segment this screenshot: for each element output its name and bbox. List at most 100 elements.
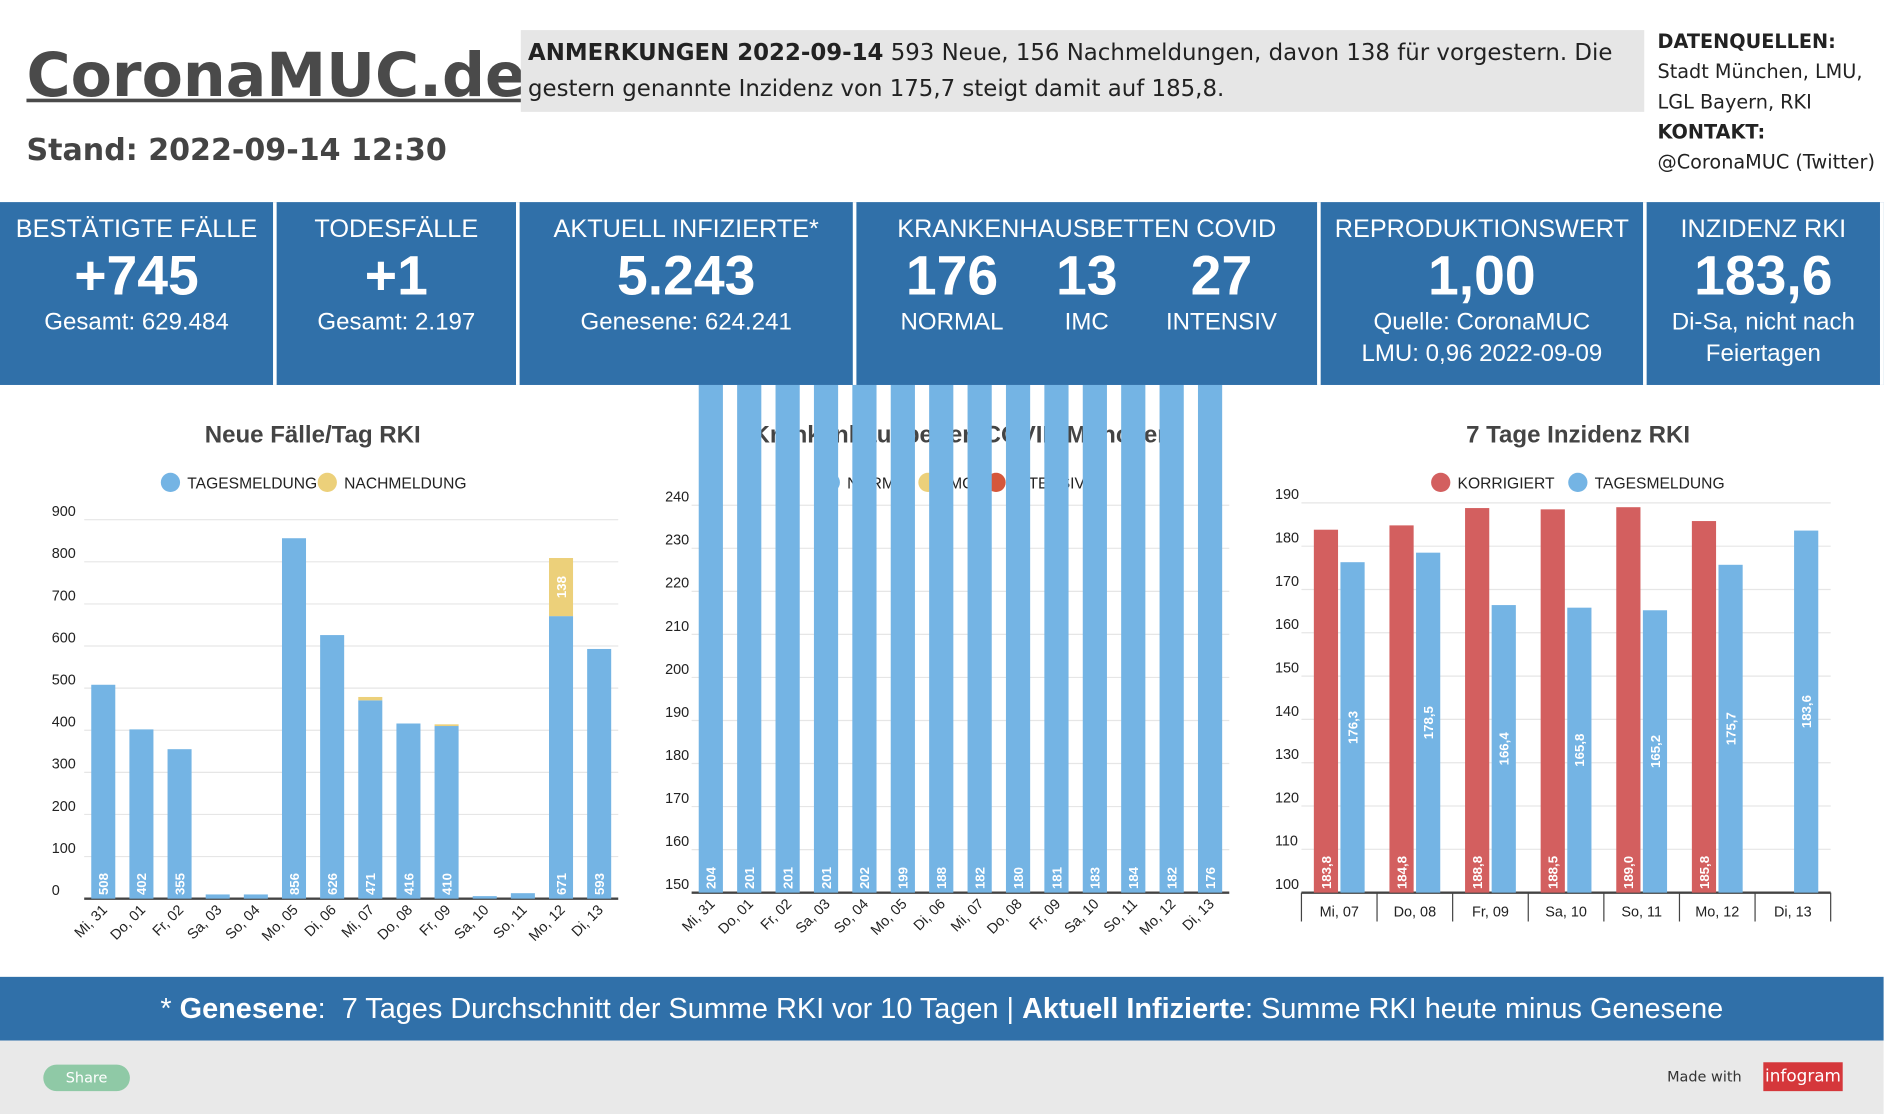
stat-box: BESTÄTIGTE FÄLLE +745 Gesamt: 629.484 bbox=[0, 202, 277, 385]
stat-columns: 176 NORMAL 13 IMC 27 INTENSIV bbox=[856, 244, 1317, 338]
y-tick-label: 170 bbox=[1275, 574, 1299, 590]
data-label: 355 bbox=[172, 873, 187, 895]
bar bbox=[813, 384, 839, 893]
y-tick-label: 180 bbox=[1275, 531, 1299, 547]
data-label: 471 bbox=[363, 873, 378, 895]
bar bbox=[1159, 384, 1184, 893]
data-label: 201 bbox=[780, 867, 795, 889]
x-tick-label: Di, 13 bbox=[1774, 905, 1812, 921]
bar bbox=[434, 724, 459, 727]
data-label: 402 bbox=[134, 873, 149, 895]
data-label: 204 bbox=[704, 866, 719, 889]
share-button[interactable]: Share bbox=[43, 1064, 130, 1092]
x-tick-label: Do, 08 bbox=[375, 902, 416, 943]
data-label: 181 bbox=[1049, 867, 1064, 889]
x-tick-label: Di, 13 bbox=[569, 902, 607, 940]
legend-marker bbox=[317, 472, 337, 493]
data-label: 199 bbox=[896, 867, 911, 889]
y-tick-label: 190 bbox=[1275, 487, 1299, 503]
stat-sub: NORMAL bbox=[900, 309, 1004, 336]
stat-label: BESTÄTIGTE FÄLLE bbox=[15, 215, 258, 244]
y-tick-label: 240 bbox=[665, 490, 689, 506]
stat-label: AKTUELL INFIZIERTE* bbox=[553, 215, 819, 244]
legend-marker bbox=[1568, 472, 1588, 493]
bar bbox=[91, 684, 116, 899]
x-tick-label: So, 11 bbox=[1101, 896, 1141, 936]
bar bbox=[1616, 507, 1641, 893]
y-tick-label: 100 bbox=[1275, 877, 1299, 893]
stat-column: 13 IMC bbox=[1019, 244, 1154, 338]
data-label: 175,7 bbox=[1723, 712, 1738, 745]
stat-sub: IMC bbox=[1064, 309, 1109, 336]
x-tick-label: Do, 01 bbox=[108, 902, 149, 943]
stat-box: TODESFÄLLE +1 Gesamt: 2.197 bbox=[277, 202, 520, 385]
x-tick-label: So, 04 bbox=[223, 902, 264, 943]
stat-sub: LMU: 0,96 2022-09-09 bbox=[1361, 340, 1603, 367]
data-label: 184,8 bbox=[1394, 856, 1409, 889]
bar bbox=[434, 726, 459, 899]
data-label: 185,8 bbox=[1697, 856, 1712, 889]
x-tick-label: Mo, 12 bbox=[526, 902, 568, 944]
contact-label: KONTAKT: bbox=[1657, 120, 1766, 144]
notes: ANMERKUNGEN 2022-09-14 593 Neue, 156 Nac… bbox=[520, 30, 1645, 112]
bar bbox=[549, 558, 574, 617]
bar bbox=[1121, 384, 1146, 893]
data-label: 416 bbox=[401, 873, 416, 895]
data-label: 188,5 bbox=[1546, 856, 1561, 889]
x-tick-label: So, 04 bbox=[831, 896, 872, 937]
footnote-part: : Summe RKI heute minus Genesene bbox=[1245, 992, 1724, 1025]
made-with: Made with bbox=[1667, 1068, 1742, 1086]
data-label: 176 bbox=[1203, 867, 1218, 889]
stat-label: REPRODUKTIONSWERT bbox=[1334, 215, 1629, 244]
y-tick-label: 600 bbox=[52, 630, 76, 646]
stat-label: INZIDENZ RKI bbox=[1680, 215, 1847, 244]
contact: @CoronaMUC (Twitter) bbox=[1657, 150, 1875, 174]
stat-box: KRANKENHAUSBETTEN COVID 176 NORMAL 13 IMC 27 I… bbox=[856, 202, 1321, 385]
data-label: 182 bbox=[1164, 867, 1179, 889]
x-tick-label: Fr, 09 bbox=[417, 902, 454, 939]
legend-label: TAGESMELDUNG bbox=[1595, 475, 1725, 492]
bar bbox=[1718, 564, 1743, 893]
stat-value: +1 bbox=[364, 244, 428, 307]
x-tick-label: Mi, 07 bbox=[1320, 905, 1359, 921]
bar bbox=[167, 749, 192, 899]
data-label: 201 bbox=[742, 867, 757, 889]
bar bbox=[1005, 384, 1031, 893]
bar bbox=[1465, 508, 1490, 893]
site-title[interactable]: CoronaMUC.de bbox=[26, 40, 526, 111]
stat-sub: Gesamt: 629.484 bbox=[44, 309, 229, 336]
stat-sub: Genesene: 624.241 bbox=[580, 309, 792, 336]
data-label: 201 bbox=[819, 867, 834, 889]
brand[interactable]: infogram bbox=[1763, 1062, 1843, 1092]
bar bbox=[320, 635, 345, 899]
data-label: 856 bbox=[287, 873, 302, 895]
x-tick-label: Sa, 10 bbox=[1545, 905, 1587, 921]
legend-label: NACHMELDUNG bbox=[344, 475, 466, 492]
y-tick-label: 150 bbox=[665, 877, 689, 893]
stat-sub: Gesamt: 2.197 bbox=[317, 309, 476, 336]
stat-sub: Di-Sa, nicht nach bbox=[1671, 309, 1855, 336]
charts: Neue Fälle/Tag RKI TAGESMELDUNG NACHMELDUN… bbox=[52, 384, 1832, 945]
x-tick-label: So, 11 bbox=[1621, 905, 1662, 921]
stat-box: REPRODUKTIONSWERT 1,00 Quelle: CoronaMUC LM… bbox=[1321, 202, 1647, 385]
x-tick-label: Sa, 03 bbox=[793, 896, 834, 937]
y-tick-label: 120 bbox=[1275, 790, 1299, 806]
y-tick-label: 150 bbox=[1275, 660, 1299, 676]
bar bbox=[1416, 552, 1441, 893]
legend-label: TAGESMELDUNG bbox=[187, 475, 317, 492]
data-label: 671 bbox=[554, 873, 569, 895]
data-label: 166,4 bbox=[1497, 732, 1512, 766]
stat-sub: Quelle: CoronaMUC bbox=[1373, 309, 1591, 336]
x-tick-label: Di, 06 bbox=[302, 902, 340, 940]
bar bbox=[510, 893, 535, 899]
x-tick-label: Mi, 07 bbox=[948, 896, 987, 935]
bar bbox=[472, 896, 497, 899]
data-label: 138 bbox=[554, 576, 569, 598]
stat-value: 13 bbox=[1055, 244, 1118, 307]
data-label: 188 bbox=[934, 867, 949, 889]
stat-column: 176 NORMAL bbox=[885, 244, 1020, 338]
x-tick-label: Sa, 10 bbox=[452, 902, 493, 943]
bar bbox=[1389, 525, 1414, 893]
stat-value: 5.243 bbox=[616, 244, 756, 307]
data-label: 182 bbox=[972, 867, 987, 889]
